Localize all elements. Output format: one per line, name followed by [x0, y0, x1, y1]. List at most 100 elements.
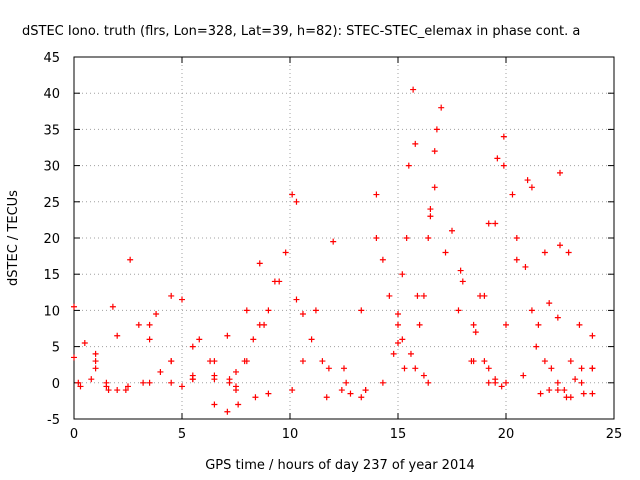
data-point-marker — [140, 379, 147, 386]
data-point-marker — [235, 401, 242, 408]
data-point-marker — [470, 321, 477, 328]
data-point-marker — [211, 401, 218, 408]
data-series — [243, 198, 300, 365]
data-point-marker — [157, 368, 164, 375]
data-point-marker — [509, 191, 516, 198]
y-tick-label: 10 — [43, 304, 60, 319]
data-point-marker — [168, 358, 175, 365]
data-point-marker — [410, 86, 417, 93]
data-point-marker — [362, 387, 369, 394]
data-point-marker — [522, 263, 529, 270]
data-point-marker — [71, 354, 77, 361]
data-point-marker — [109, 303, 116, 310]
data-point-marker — [407, 350, 414, 357]
x-tick-label: 0 — [70, 427, 78, 442]
data-point-marker — [179, 296, 185, 303]
data-series — [77, 303, 116, 390]
data-point-marker — [261, 321, 268, 328]
data-series — [420, 126, 440, 299]
data-series — [390, 86, 417, 357]
data-point-marker — [503, 379, 509, 386]
data-point-marker — [468, 358, 475, 365]
data-point-marker — [567, 358, 574, 365]
data-point-marker — [189, 343, 196, 350]
data-point-marker — [449, 227, 455, 234]
data-point-marker — [103, 383, 110, 390]
data-point-marker — [319, 358, 326, 365]
data-series — [168, 292, 239, 390]
data-point-marker — [146, 321, 153, 328]
data-point-marker — [299, 358, 306, 365]
data-point-marker — [338, 387, 345, 394]
data-points — [71, 86, 596, 415]
data-point-marker — [127, 256, 134, 263]
data-point-marker — [524, 177, 531, 184]
data-point-marker — [211, 376, 218, 383]
data-point-marker — [390, 350, 397, 357]
x-tick-label: 15 — [390, 427, 407, 442]
data-point-marker — [589, 332, 596, 339]
data-point-marker — [401, 365, 408, 372]
data-point-marker — [528, 307, 535, 314]
data-point-marker — [554, 314, 561, 321]
data-point-marker — [535, 321, 542, 328]
data-series — [492, 177, 531, 386]
data-series — [528, 184, 585, 386]
data-point-marker — [485, 220, 492, 227]
y-tick-label: 35 — [43, 123, 60, 138]
data-point-marker — [420, 372, 427, 379]
data-series — [500, 162, 561, 386]
data-point-marker — [546, 300, 553, 307]
data-point-marker — [589, 390, 596, 397]
data-point-marker — [481, 358, 488, 365]
data-point-marker — [442, 249, 449, 256]
data-series — [416, 104, 445, 328]
data-point-marker — [243, 307, 250, 314]
data-point-marker — [425, 379, 432, 386]
data-point-marker — [289, 387, 296, 394]
data-point-marker — [146, 336, 153, 343]
data-point-marker — [153, 311, 160, 318]
data-point-marker — [492, 220, 499, 227]
data-series — [537, 365, 596, 397]
data-point-marker — [533, 343, 540, 350]
data-point-marker — [427, 206, 434, 213]
data-series — [468, 133, 507, 365]
data-series — [233, 249, 289, 375]
data-point-marker — [325, 365, 332, 372]
data-series — [103, 379, 185, 390]
data-point-marker — [399, 336, 406, 343]
data-point-marker — [330, 238, 337, 245]
data-point-marker — [472, 329, 479, 336]
data-point-marker — [412, 140, 419, 147]
data-point-marker — [438, 104, 445, 111]
data-point-marker — [293, 198, 300, 205]
data-point-marker — [347, 390, 354, 397]
data-point-marker — [250, 336, 257, 343]
data-point-marker — [548, 365, 555, 372]
data-point-marker — [92, 350, 99, 357]
data-point-marker — [358, 394, 365, 401]
data-point-marker — [88, 376, 95, 383]
data-point-marker — [459, 278, 466, 285]
x-tick-label: 25 — [606, 427, 623, 442]
data-series — [127, 256, 196, 383]
data-series — [323, 191, 380, 401]
data-point-marker — [71, 303, 77, 310]
data-point-marker — [81, 339, 88, 346]
data-point-marker — [125, 383, 131, 390]
data-point-marker — [224, 408, 231, 415]
data-point-marker — [557, 242, 563, 249]
data-point-marker — [146, 379, 153, 386]
data-point-marker — [567, 394, 574, 401]
data-point-marker — [395, 321, 401, 328]
y-tick-label: 30 — [43, 160, 60, 175]
data-point-marker — [580, 390, 587, 397]
data-point-marker — [528, 184, 535, 191]
data-series — [179, 296, 233, 383]
ticks — [73, 56, 615, 420]
data-point-marker — [520, 372, 527, 379]
data-series — [289, 238, 337, 394]
data-point-marker — [265, 307, 272, 314]
